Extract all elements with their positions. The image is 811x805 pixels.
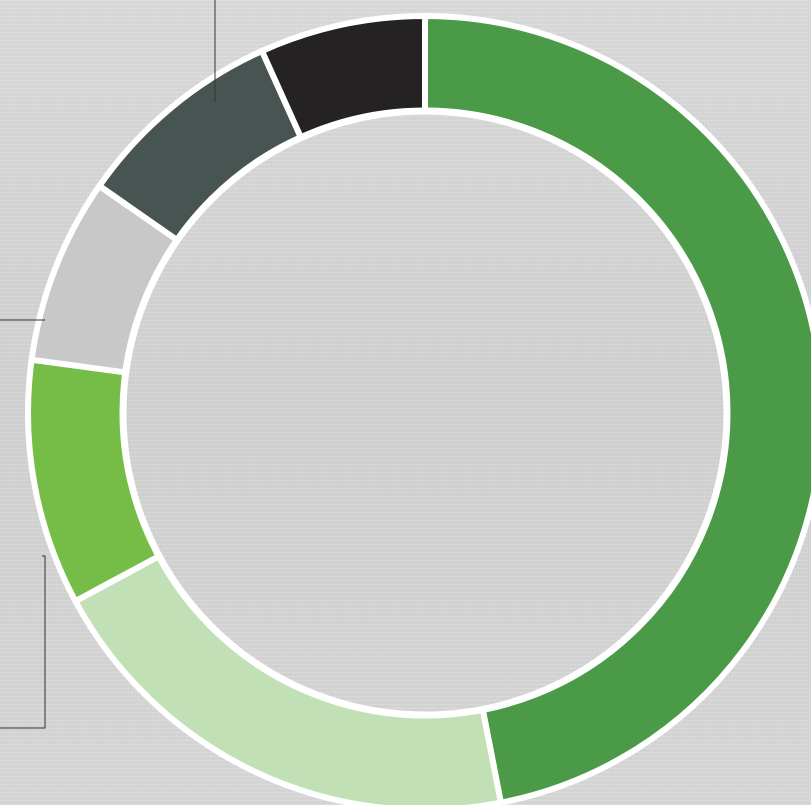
inner-ring-border: [119, 107, 731, 719]
donut-slice-1: [422, 12, 811, 805]
donut-slice-3: [25, 356, 164, 606]
donut-slices: [25, 12, 811, 805]
leader-lines: [0, 0, 216, 729]
leader-line-bottom-left: [0, 555, 46, 729]
